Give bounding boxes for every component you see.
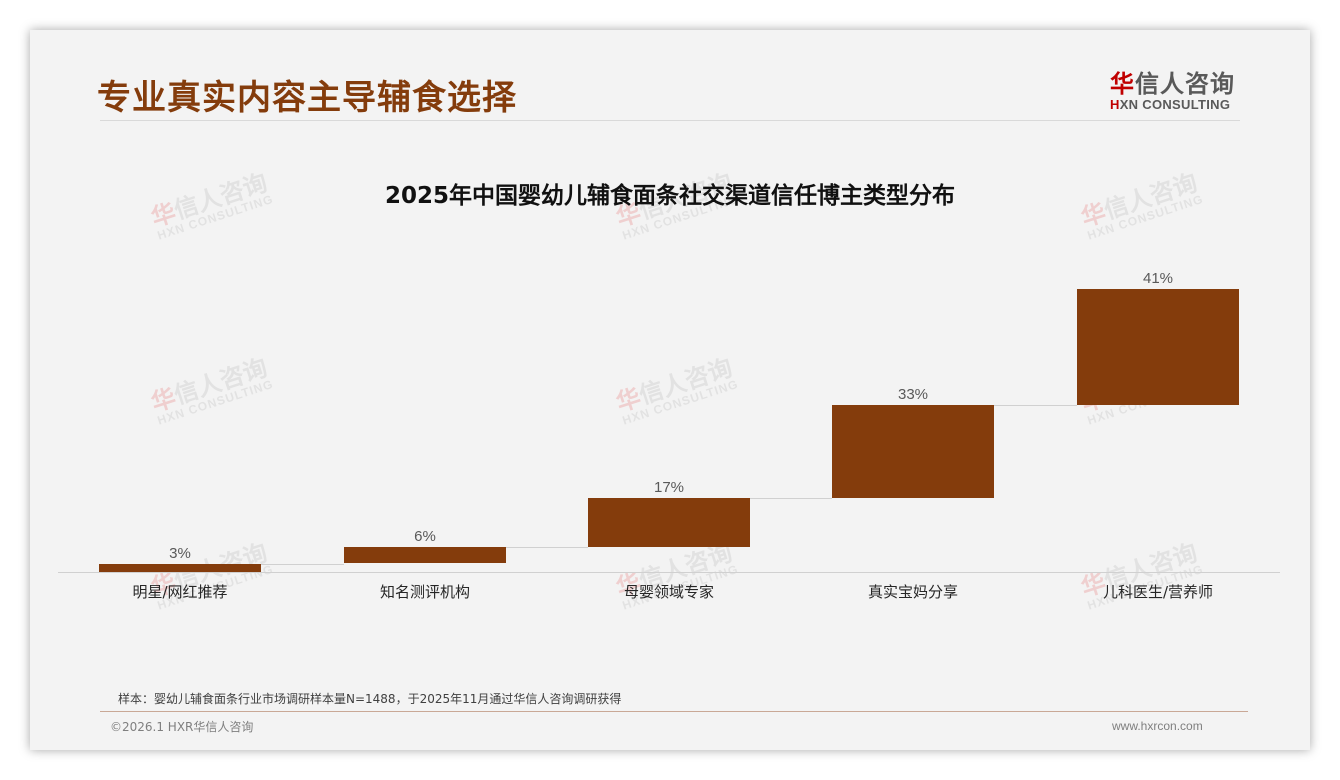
bar-value-label: 41% [1142,270,1174,287]
website-link[interactable]: www.hxrcon.com [1112,719,1203,733]
bar [99,563,261,572]
bar [344,546,506,564]
connector-line [506,546,588,548]
connector-line [261,563,344,565]
page-title: 专业真实内容主导辅食选择 [97,78,517,118]
logo-cn: 华信人咨询 [1110,70,1235,98]
bar-value-label: 33% [897,386,929,404]
copyright: ©2026.1 HXR华信人咨询 [110,720,254,734]
connector-line [750,498,832,500]
company-logo: 华信人咨询 HXN CONSULTING [1110,64,1250,112]
connector-line [994,405,1077,407]
bar [1077,289,1239,406]
bar-value-label: 3% [169,544,191,562]
category-label: 儿科医生/营养师 [1102,583,1214,601]
bar [588,498,750,547]
category-label: 真实宝妈分享 [867,583,958,601]
sample-note: 样本：婴幼儿辅食面条行业市场调研样本量N=1488，于2025年11月通过华信人… [118,692,622,706]
waterfall-chart: 3% 明星/网红推荐 6% 知名测评机构 17% 母婴领域专家 33% 真实宝妈分享 41% 儿科… [30,30,1310,750]
bar [832,405,994,499]
logo-en: HXN CONSULTING [1110,97,1231,112]
chart-title: 2025年中国婴幼儿辅食面条社交渠道信任博主类型分布 [384,183,955,209]
slide: 专业真实内容主导辅食选择 华信人咨询 HXN CONSULTING 华信人咨询 H… [30,30,1310,750]
category-label: 明星/网红推荐 [132,583,228,601]
bar-value-label: 17% [653,479,685,497]
category-label: 知名测评机构 [379,583,470,601]
x-axis-line [58,572,1280,573]
footer-divider [100,711,1248,712]
bar-value-label: 6% [414,527,436,545]
title-divider [100,120,1240,121]
category-label: 母婴领域专家 [623,583,714,601]
